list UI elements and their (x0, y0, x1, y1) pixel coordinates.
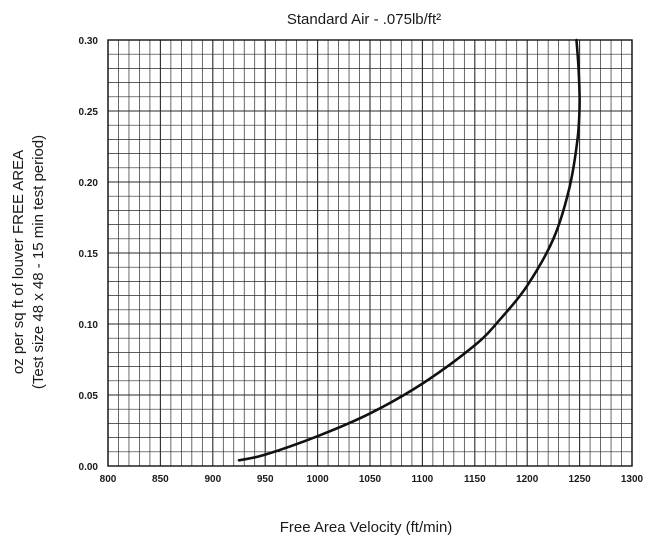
y-axis-label-line2: (Test size 48 x 48 - 15 min test period) (30, 135, 47, 389)
y-axis-label-line1: oz per sq ft of louver FREE AREA (10, 150, 27, 374)
x-tick-label: 1150 (464, 474, 486, 485)
y-tick-label: 0.30 (79, 36, 99, 47)
x-tick-label: 1050 (359, 474, 382, 485)
x-tick-label: 1100 (412, 474, 434, 485)
x-tick-label: 1250 (568, 474, 591, 485)
x-tick-label: 800 (100, 474, 117, 485)
x-tick-label: 1300 (621, 474, 644, 485)
x-tick-label: 900 (204, 474, 221, 485)
y-tick-label: 0.25 (79, 107, 99, 118)
series-layer (237, 38, 581, 462)
y-tick-label: 0.00 (79, 462, 99, 473)
y-tick-label: 0.05 (79, 391, 99, 402)
y-tick-label: 0.20 (79, 178, 99, 189)
y-tick-label: 0.10 (79, 320, 99, 331)
y-tick-label: 0.15 (79, 249, 99, 260)
plot-frame (107, 39, 633, 467)
grid (107, 39, 633, 467)
series-line (237, 38, 581, 462)
chart-title: Standard Air - .075lb/ft² (287, 11, 441, 28)
x-tick-label: 850 (152, 474, 169, 485)
x-tick-label: 950 (257, 474, 274, 485)
x-axis-label: Free Area Velocity (ft/min) (280, 519, 453, 536)
tick-labels: 800 850 900 950 1000 1050 1100 1150 1200 1250 1300… (79, 36, 644, 485)
x-tick-label: 1200 (516, 474, 539, 485)
x-tick-label: 1000 (306, 474, 329, 485)
